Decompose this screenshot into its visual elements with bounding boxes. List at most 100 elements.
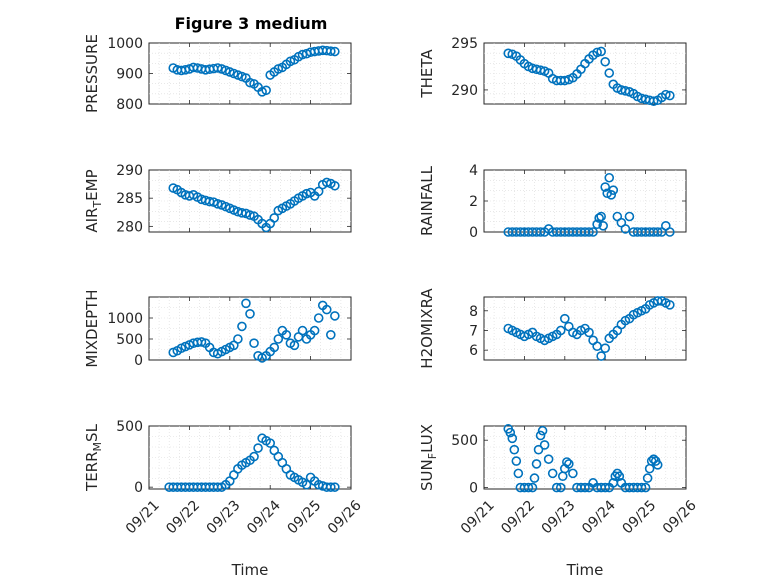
data-point	[245, 77, 255, 88]
y-tick-label: 285	[116, 191, 143, 207]
y-axis-label: RAINFALL	[418, 165, 436, 236]
data-point	[523, 482, 534, 493]
x-axis-label: Time	[566, 561, 604, 579]
y-axis-label: AIRTEMP	[83, 169, 104, 232]
data-point	[598, 221, 608, 231]
y-tick-label: 500	[116, 419, 143, 435]
y-axis-label: MIXDEPTH	[83, 289, 101, 367]
x-tick-label: 09/25	[620, 497, 660, 537]
data-point	[513, 468, 524, 479]
subplot-3: 280 285 290 AIRTEMP	[83, 163, 352, 235]
data-point	[330, 482, 340, 492]
data-point	[313, 313, 324, 323]
data-point	[535, 430, 546, 441]
y-tick-label: 290	[116, 163, 143, 179]
y-tick-label: 295	[451, 36, 478, 52]
data-point	[511, 456, 522, 466]
data-point	[551, 482, 562, 493]
data-point	[529, 473, 540, 483]
y-axis-label-part: T	[91, 201, 104, 209]
y-tick-label: 1000	[107, 36, 143, 52]
data-point	[505, 427, 516, 438]
data-point	[596, 351, 606, 361]
data-series	[168, 298, 340, 363]
data-point	[640, 482, 651, 493]
data-point	[535, 65, 546, 76]
data-point	[196, 337, 207, 347]
data-point	[660, 89, 671, 100]
data-point	[665, 300, 675, 310]
data-point	[584, 327, 594, 338]
y-axis-label: THETA	[418, 49, 436, 99]
y-tick-label: 6	[469, 343, 478, 359]
x-tick-label: 09/21	[458, 497, 498, 537]
data-point	[325, 329, 336, 340]
y-tick-label: 0	[469, 481, 478, 497]
data-series	[503, 172, 675, 237]
data-point	[564, 459, 574, 469]
y-tick-label: 800	[116, 97, 143, 113]
y-axis-label: TERRMSL	[83, 423, 104, 492]
data-point	[212, 199, 223, 209]
data-point	[624, 211, 635, 222]
y-tick-label: 4	[469, 163, 478, 179]
data-series	[503, 296, 675, 361]
x-tick-label: 09/25	[285, 497, 325, 537]
y-axis-label-part: M	[91, 442, 104, 452]
data-point	[249, 451, 259, 462]
data-point	[614, 471, 625, 482]
data-point	[620, 224, 631, 234]
subplot-8: 0 500 09/21 09/22 09/23 09/24 09/25 09/26 Time SU…	[418, 424, 700, 579]
data-point	[281, 329, 292, 340]
subplot-2: 290 295 THETA	[418, 36, 687, 106]
data-point	[245, 308, 255, 319]
data-point	[321, 177, 332, 188]
data-point	[592, 219, 602, 230]
data-point	[301, 479, 312, 490]
y-axis-label-part: THETA	[418, 49, 436, 99]
y-axis-label-part: F	[426, 453, 439, 459]
y-tick-label: 8	[469, 304, 478, 320]
data-series	[168, 177, 340, 233]
data-point	[241, 298, 251, 309]
data-series	[168, 45, 340, 97]
y-tick-label: 0	[469, 225, 478, 241]
data-point	[537, 425, 548, 436]
y-axis-label-part: EMP	[83, 169, 101, 200]
data-point	[596, 46, 606, 57]
subplot-1: 800 900 1000 PRESSURE	[83, 34, 352, 113]
data-point	[531, 459, 542, 469]
data-point	[325, 482, 336, 492]
data-point	[588, 227, 598, 237]
data-point	[665, 90, 675, 101]
y-tick-label: 500	[451, 433, 478, 449]
y-axis-label-part: SUN	[418, 459, 436, 491]
x-tick-label: 09/22	[163, 497, 203, 537]
data-point	[547, 468, 558, 479]
data-point	[233, 334, 243, 344]
data-point	[652, 227, 663, 237]
data-point	[555, 325, 566, 336]
x-tick-label: 09/26	[325, 497, 365, 537]
y-axis-label: PRESSURE	[83, 34, 101, 113]
y-axis-label-part: AIR	[83, 208, 101, 233]
x-tick-label: 09/22	[498, 497, 538, 537]
y-axis-label-part: SL	[83, 423, 101, 442]
subplot-6: 6 7 8 H2OMIXRA	[418, 288, 687, 369]
data-point	[600, 182, 611, 192]
data-point	[325, 46, 336, 57]
data-point	[261, 85, 271, 96]
data-point	[600, 343, 611, 353]
y-tick-label: 500	[116, 332, 143, 348]
y-tick-label: 290	[451, 83, 478, 99]
subplot-5: 0 500 1000 MIXDEPTH	[83, 289, 352, 369]
data-point	[253, 443, 263, 453]
data-point	[543, 454, 554, 464]
y-axis-label-part: H2OMIXRA	[418, 288, 436, 369]
x-tick-label: 09/23	[204, 497, 244, 537]
data-point	[559, 313, 570, 324]
subplot-7: 0 500 09/21 09/22 09/23 09/24 09/25 09/26 Time TE…	[83, 419, 365, 579]
data-point	[539, 440, 550, 450]
y-tick-label: 0	[134, 480, 143, 496]
data-point	[604, 172, 615, 183]
